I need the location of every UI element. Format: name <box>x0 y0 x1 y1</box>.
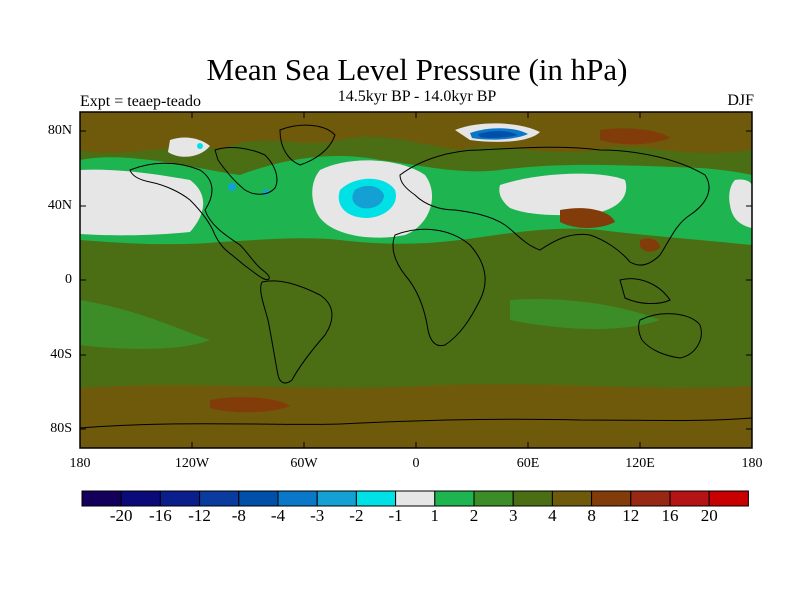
pacific-grey-west <box>80 169 204 236</box>
lon-label-120w: 120W <box>174 456 210 471</box>
lat-label-40n: 40N <box>47 198 72 213</box>
colorbar-swatch <box>277 490 318 507</box>
colorbar-swatch <box>81 490 122 507</box>
hudson-coast <box>214 147 278 195</box>
colorbar-label: -8 <box>231 506 246 525</box>
atlantic-blue <box>352 185 384 209</box>
colorbar-label: 2 <box>469 506 479 525</box>
time-range-subtitle: 14.5kyr BP - 14.0kyr BP <box>337 88 497 105</box>
colorbar-swatch <box>434 490 475 507</box>
colorbar-swatch <box>238 490 279 507</box>
indian-green-patch <box>510 298 660 330</box>
colorbar-label: -16 <box>149 506 172 525</box>
barents-navy <box>478 131 518 139</box>
south-america-coast <box>260 280 333 384</box>
indonesia-coast <box>619 278 671 304</box>
colorbar-swatch <box>512 490 553 507</box>
experiment-label: Expt = teaep-teado <box>80 93 201 110</box>
colorbar-label: 3 <box>508 506 518 525</box>
lat-label-80s: 80S <box>50 421 72 436</box>
na-blue-spot <box>228 183 236 191</box>
pressure-field <box>80 112 752 448</box>
colorbar-label: 1 <box>430 506 440 525</box>
colorbar-label: 20 <box>700 506 718 525</box>
africa-coast <box>392 228 486 347</box>
colorbar-swatch <box>473 490 514 507</box>
colorbar-swatch <box>395 490 436 507</box>
colorbar-label: -3 <box>310 506 325 525</box>
colorbar-label: -4 <box>270 506 286 525</box>
colorbar-label: -1 <box>388 506 403 525</box>
eurasia-coast <box>399 146 710 266</box>
colorbar-swatch <box>669 490 710 507</box>
lat-label-80n: 80N <box>47 123 72 138</box>
colorbar-label: 12 <box>622 506 640 525</box>
colorbar-label: -2 <box>349 506 364 525</box>
lon-label-0: 0 <box>412 456 420 471</box>
axis-ticks <box>79 112 753 448</box>
colorbar-swatch <box>316 490 357 507</box>
southern-rust-patch <box>210 397 290 413</box>
asia-grey <box>499 173 627 216</box>
lat-label-40s: 40S <box>50 347 72 362</box>
colorbar-swatch <box>120 490 161 507</box>
north-america-coast <box>129 162 270 281</box>
colorbar-label: -20 <box>109 506 133 525</box>
greenland-coast <box>279 124 336 166</box>
colorbar-swatch <box>355 490 397 507</box>
china-rust <box>640 238 660 252</box>
colorbar-swatch <box>708 490 749 507</box>
lon-label-60w: 60W <box>290 456 318 471</box>
arctic-grey <box>168 137 210 157</box>
colorbar-swatch <box>159 490 201 507</box>
lon-label-60e: 60E <box>516 456 540 471</box>
southern-band <box>80 384 752 448</box>
tropics-green-patch <box>80 300 210 349</box>
colorbar-swatch <box>630 490 671 507</box>
pacific-grey-east <box>729 179 752 228</box>
map-title: Mean Sea Level Pressure (in hPa) <box>206 52 628 87</box>
colorbar-swatch <box>551 490 593 507</box>
colorbar-label: 16 <box>661 506 679 525</box>
arctic-cyan-spot <box>197 143 203 149</box>
lon-label-120e: 120E <box>625 456 655 471</box>
lon-label-180w: 180 <box>69 456 91 471</box>
colorbar-swatch <box>591 490 632 507</box>
colorbar <box>81 490 749 507</box>
coastlines <box>80 124 752 429</box>
colorbar-label: -12 <box>188 506 211 525</box>
colorbar-label: 4 <box>548 506 557 525</box>
season-label: DJF <box>727 92 754 109</box>
siberia-rust <box>600 128 670 145</box>
antarctica-coast <box>80 417 752 429</box>
asia-rust <box>560 208 615 228</box>
lat-label-0: 0 <box>65 272 72 287</box>
colorbar-label: 8 <box>587 506 596 525</box>
arctic-olive <box>80 112 752 153</box>
lon-label-180e: 180 <box>741 456 763 471</box>
australia-coast <box>638 313 702 359</box>
colorbar-swatch <box>199 490 240 507</box>
